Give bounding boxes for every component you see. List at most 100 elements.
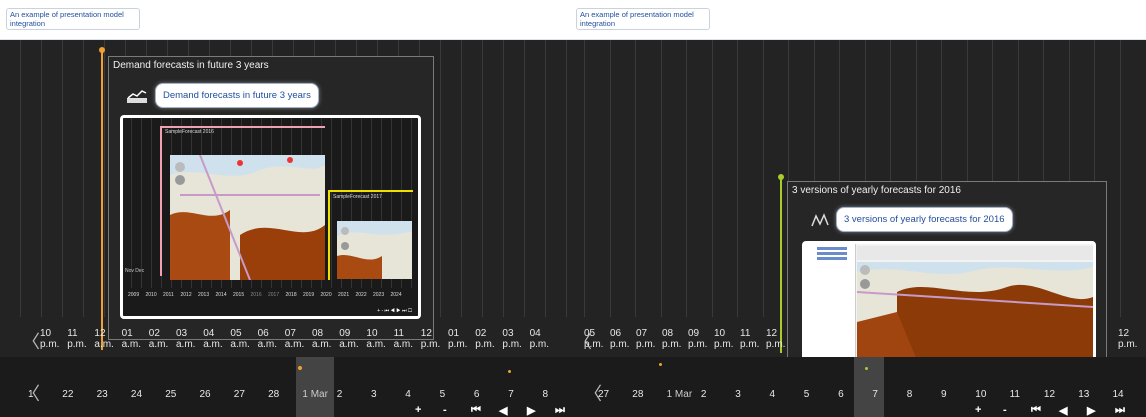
- last-button[interactable]: ⏭: [555, 404, 565, 416]
- zoom-out-button[interactable]: -: [443, 404, 447, 416]
- day-label[interactable]: 1 Mar: [302, 389, 328, 400]
- hour-number: 08: [312, 328, 324, 339]
- embedded-screenshot[interactable]: [802, 241, 1096, 363]
- story-pin-head[interactable]: [778, 174, 784, 180]
- hour-period: p.m.: [610, 339, 630, 350]
- day-label[interactable]: 27: [233, 389, 245, 400]
- inner-grid-line: [371, 118, 372, 288]
- hour-period: p.m.: [420, 339, 441, 350]
- day-label[interactable]: 10: [975, 389, 987, 400]
- chart-icon: [811, 213, 829, 227]
- inner-left-label: SampleForecast 2016: [165, 129, 214, 135]
- day-label[interactable]: 1 Mar: [666, 389, 693, 400]
- story-pin-head[interactable]: [99, 47, 105, 53]
- hour-label: 04 a.m.: [203, 328, 222, 350]
- first-button[interactable]: ⏮: [471, 404, 481, 416]
- day-scroll-left-arrow[interactable]: 〈: [22, 384, 40, 404]
- current-day-highlight: [854, 357, 884, 417]
- day-label[interactable]: 14: [1112, 389, 1124, 400]
- grid-line: [503, 40, 504, 317]
- day-label[interactable]: 22: [62, 389, 74, 400]
- zoom-out-button[interactable]: -: [1003, 404, 1007, 416]
- hour-period: p.m.: [688, 339, 708, 350]
- day-label[interactable]: 8: [906, 389, 913, 400]
- day-label[interactable]: 5: [439, 389, 446, 400]
- day-label[interactable]: 6: [473, 389, 480, 400]
- grid-line: [440, 40, 441, 317]
- zoom-in-button[interactable]: +: [975, 404, 982, 416]
- day-label[interactable]: 2: [700, 389, 707, 400]
- day-label[interactable]: 3: [735, 389, 741, 400]
- day-label[interactable]: 13: [1078, 389, 1090, 400]
- day-label[interactable]: 28: [632, 389, 644, 400]
- grid-line: [584, 40, 585, 317]
- inner-controls[interactable]: + - ⏮ ◀ ▶ ⏭ ☐: [377, 308, 412, 314]
- inner-year-label: 2014: [215, 292, 227, 298]
- day-label[interactable]: 8: [542, 389, 549, 400]
- zoom-in-button[interactable]: +: [415, 404, 422, 416]
- inner-grid-line: [331, 118, 332, 288]
- hour-period: a.m.: [257, 339, 278, 350]
- day-label[interactable]: 5: [803, 389, 810, 400]
- day-label[interactable]: 11: [1009, 389, 1020, 400]
- timeline-stage[interactable]: Demand forecasts in future 3 years Deman…: [0, 40, 570, 417]
- inner-year-axis: 2009 2010 2011 2012 2013 2014 2015 2016 2017 2018…: [128, 292, 416, 302]
- day-label[interactable]: 26: [199, 389, 211, 400]
- hour-label: 05 a.m.: [230, 328, 249, 350]
- hour-period: a.m.: [148, 339, 169, 350]
- playback-controls[interactable]: + - ⏮ ◀ ▶ ⏭: [415, 404, 565, 417]
- day-label[interactable]: 7: [872, 389, 878, 400]
- day-label[interactable]: 9: [941, 389, 947, 400]
- day-label[interactable]: 28: [268, 389, 280, 400]
- day-label[interactable]: 23: [96, 389, 108, 400]
- last-button[interactable]: ⏭: [1115, 404, 1125, 416]
- story-pin[interactable]: [101, 50, 103, 350]
- prev-button[interactable]: ◀: [1059, 405, 1068, 417]
- next-button[interactable]: ▶: [527, 405, 536, 417]
- scroll-left-arrow[interactable]: 〈: [22, 332, 40, 352]
- day-label[interactable]: 6: [838, 389, 844, 400]
- day-scroll-left-arrow[interactable]: 〈: [584, 384, 602, 404]
- hour-period: p.m.: [636, 339, 656, 350]
- story-bubble[interactable]: 3 versions of yearly forecasts for 2016: [836, 207, 1013, 232]
- hour-label: 03 p.m.: [502, 328, 521, 350]
- day-label[interactable]: 27: [598, 389, 610, 400]
- hour-number: 05: [584, 328, 596, 339]
- day-label[interactable]: 4: [769, 389, 776, 400]
- day-label[interactable]: 3: [371, 389, 377, 400]
- story-bubble[interactable]: Demand forecasts in future 3 years: [155, 83, 319, 108]
- first-button[interactable]: ⏮: [1031, 404, 1041, 416]
- inner-grid-line: [411, 118, 412, 288]
- grid-line: [545, 40, 546, 317]
- inner-grid-line: [131, 118, 132, 288]
- scroll-left-arrow[interactable]: 〈: [574, 332, 592, 352]
- hour-label: 10 p.m.: [714, 328, 733, 350]
- grid-line: [1068, 40, 1070, 317]
- story-pin[interactable]: [780, 178, 782, 353]
- day-label[interactable]: 2: [336, 389, 343, 400]
- day-label[interactable]: 1: [28, 389, 34, 400]
- prev-button[interactable]: ◀: [499, 405, 508, 417]
- inner-year-label: 2021: [338, 292, 350, 298]
- inner-year-label: 2013: [198, 292, 210, 298]
- hour-number: 10: [366, 328, 378, 339]
- grid-line: [41, 40, 42, 317]
- inner-grid-line: [401, 118, 402, 288]
- day-label[interactable]: 12: [1043, 389, 1056, 400]
- next-button[interactable]: ▶: [1087, 405, 1096, 417]
- hour-label: 09 a.m.: [339, 328, 358, 350]
- playback-controls[interactable]: + - ⏮ ◀ ▶ ⏭: [975, 404, 1140, 417]
- inner-grid-line: [141, 118, 142, 288]
- inner-year-label: 2022: [355, 292, 367, 298]
- day-label[interactable]: 4: [405, 389, 411, 400]
- day-label[interactable]: 7: [508, 389, 514, 400]
- embedded-screenshot[interactable]: SampleForecast 2016 SampleForecast 2017: [120, 115, 421, 319]
- day-label[interactable]: 24: [130, 389, 143, 400]
- day-label[interactable]: 25: [165, 389, 177, 400]
- inner-month-labels: Nov Dec: [125, 268, 145, 274]
- hour-label: 09 p.m.: [688, 328, 707, 350]
- hour-period: a.m.: [203, 339, 223, 350]
- hour-label: 05 p.m.: [584, 328, 603, 350]
- timeline-stage[interactable]: 3 versions of yearly forecasts for 2016 …: [570, 40, 1146, 417]
- day-strip[interactable]: [0, 357, 570, 417]
